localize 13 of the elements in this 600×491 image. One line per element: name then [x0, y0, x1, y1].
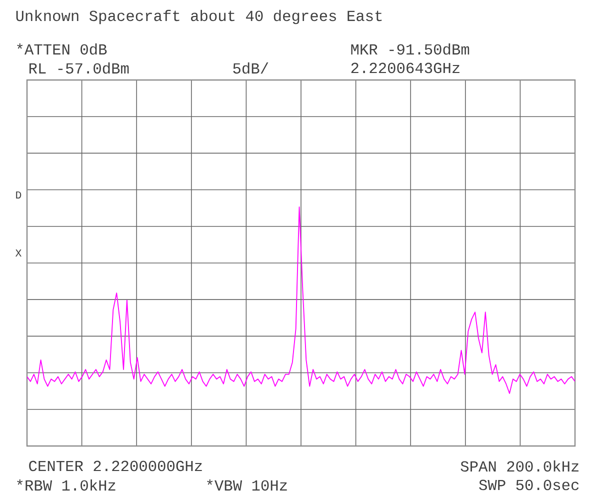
text: MKR -91.50dBm — [351, 43, 470, 55]
text: 2.2200643GHz — [351, 62, 460, 74]
text: *ATTEN 0dB — [17, 43, 107, 55]
text: 5dB/ — [233, 62, 268, 74]
text: CENTER 2.2200000GHz — [29, 460, 202, 472]
text: SWP 50.0sec — [479, 480, 579, 490]
text: D — [16, 191, 22, 198]
text: *RBW 1.0kHz — [17, 479, 116, 491]
text: SPAN 200.0kHz — [460, 460, 578, 472]
chart-title: Unknown Spacecraft about 40 degrees East — [16, 10, 382, 24]
text: RL -57.0dBm — [29, 62, 129, 74]
text: *VBW 10Hz — [207, 479, 287, 491]
text: X — [15, 249, 22, 256]
